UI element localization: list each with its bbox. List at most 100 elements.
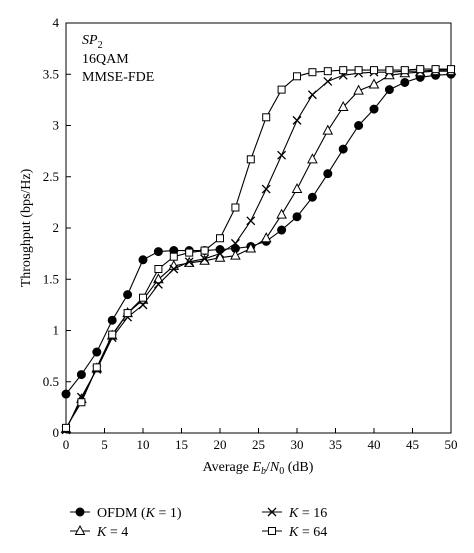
- data-point-k4: [245, 242, 257, 253]
- series-line-k4: [65, 70, 451, 430]
- data-point-k16: [153, 279, 163, 289]
- legend-label-k16: K = 16: [288, 506, 327, 521]
- data-point-k4: [353, 84, 364, 95]
- data-point-k64: [231, 203, 240, 212]
- y-tick-label: 0.5: [43, 374, 59, 389]
- data-point-ofdm: [338, 144, 348, 154]
- data-point-k64: [308, 68, 317, 77]
- data-point-ofdm: [107, 315, 117, 325]
- legend-marker-k16: [267, 507, 277, 517]
- data-point-k64: [62, 423, 70, 432]
- legend-item-k64: K = 64: [262, 525, 327, 540]
- data-point-k16: [246, 216, 256, 226]
- y-tick-label: 2.5: [43, 169, 59, 184]
- data-point-k4: [337, 100, 349, 112]
- data-point-k64: [169, 252, 178, 261]
- data-point-k16: [261, 184, 271, 194]
- data-point-k64: [416, 65, 425, 74]
- y-tick-label: 1.5: [43, 271, 59, 286]
- series-line-k16: [65, 69, 451, 431]
- x-tick-label: 40: [368, 437, 381, 452]
- data-point-k64: [400, 66, 409, 75]
- x-tick-label: 50: [445, 437, 458, 452]
- data-point-k64: [185, 248, 194, 257]
- data-point-k64: [262, 113, 271, 122]
- data-point-k4: [291, 182, 303, 194]
- y-axis: 0 0.5 1 1.5 2 2.5 3 3.5 4: [43, 15, 71, 440]
- data-point-k4: [230, 249, 241, 260]
- data-point-ofdm: [76, 370, 86, 380]
- data-point-k64: [354, 66, 363, 75]
- data-point-k16: [200, 254, 210, 264]
- data-point-ofdm: [369, 104, 379, 114]
- data-point-k16: [138, 300, 148, 310]
- series-k4: [60, 65, 457, 433]
- data-point-ofdm: [400, 77, 410, 87]
- annotation-equalizer: MMSE-FDE: [82, 70, 154, 85]
- x-tick-label: 5: [101, 437, 108, 452]
- data-point-k64: [77, 398, 86, 407]
- data-point-k4: [368, 78, 380, 89]
- data-point-k4: [276, 208, 287, 219]
- series-line-ofdm: [65, 73, 452, 395]
- data-point-ofdm: [323, 169, 333, 179]
- data-point-ofdm: [92, 347, 102, 357]
- data-point-ofdm: [384, 85, 394, 95]
- data-point-k16: [323, 76, 333, 86]
- data-point-k4: [199, 254, 210, 265]
- data-point-k64: [246, 155, 255, 164]
- data-point-k64: [154, 265, 163, 273]
- data-point-k16: [169, 264, 179, 274]
- x-tick-label: 10: [137, 437, 150, 452]
- y-axis-label: Throughput (bps/Hz): [19, 168, 34, 287]
- y-tick-label: 3.5: [43, 66, 59, 81]
- legend-label-k64: K = 64: [288, 525, 327, 540]
- data-point-k64: [216, 234, 224, 243]
- data-point-k64: [370, 66, 378, 75]
- series-ofdm: [61, 69, 456, 399]
- y-tick-label: 4: [53, 15, 60, 30]
- data-point-k16: [230, 238, 240, 248]
- data-point-ofdm: [123, 290, 133, 300]
- data-point-k16: [184, 257, 194, 267]
- legend-item-ofdm: OFDM (K = 1): [70, 506, 182, 521]
- data-point-k64: [277, 85, 286, 94]
- data-point-k64: [108, 330, 117, 339]
- series-layer: [60, 65, 457, 435]
- data-point-ofdm: [138, 255, 148, 265]
- data-point-k64: [293, 72, 301, 81]
- data-point-k4: [153, 273, 164, 284]
- annotation-modulation: 16QAM: [82, 52, 129, 67]
- legend-marker-ofdm: [75, 507, 85, 517]
- data-point-k16: [277, 150, 287, 160]
- annotation-scheme: SP2: [82, 33, 103, 51]
- data-point-k64: [447, 65, 455, 74]
- legend-label-ofdm: OFDM (K = 1): [97, 506, 182, 521]
- data-point-k64: [139, 293, 147, 302]
- legend-item-k4: K = 4: [70, 524, 128, 540]
- x-tick-label: 35: [329, 437, 342, 452]
- data-point-ofdm: [354, 121, 364, 130]
- series-line-k64: [65, 68, 451, 429]
- data-point-k64: [431, 65, 440, 74]
- legend: OFDM (K = 1) K = 16 K = 4 K = 64: [70, 506, 327, 540]
- x-tick-label: 20: [214, 437, 227, 452]
- data-point-k64: [323, 67, 332, 76]
- series-k64: [62, 65, 455, 432]
- data-point-k64: [385, 66, 394, 75]
- data-point-k64: [339, 66, 348, 75]
- data-point-ofdm: [153, 247, 163, 257]
- legend-marker-k64: [268, 527, 276, 535]
- data-point-k16: [215, 249, 225, 259]
- data-point-k4: [322, 124, 334, 135]
- legend-item-k16: K = 16: [262, 506, 327, 521]
- data-point-k64: [92, 363, 101, 372]
- data-point-ofdm: [307, 192, 317, 202]
- y-tick-label: 2: [53, 220, 60, 235]
- x-tick-label: 15: [175, 437, 188, 452]
- annotation-block: SP2 16QAM MMSE-FDE: [82, 33, 154, 85]
- x-tick-label: 25: [252, 437, 265, 452]
- data-point-k16: [307, 90, 317, 100]
- x-axis: 0 5 10 15 20 25 30 35 40 45 50: [63, 428, 458, 452]
